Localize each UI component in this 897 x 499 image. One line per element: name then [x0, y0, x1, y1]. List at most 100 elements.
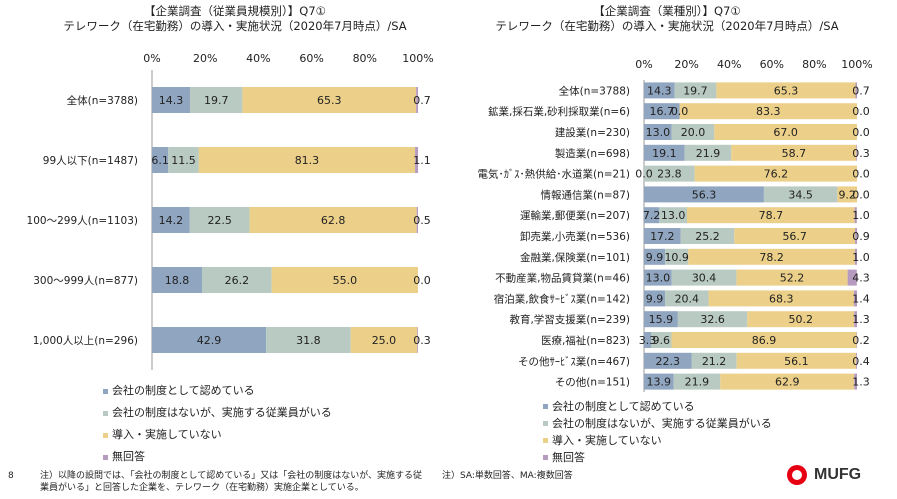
left-data-label: 0.3 — [413, 334, 431, 347]
right-bar-segment — [855, 82, 857, 99]
right-category-label: 不動産業,物品賃貸業(n=46) — [495, 272, 630, 285]
right-bar-segment — [671, 269, 737, 286]
right-data-label: 56.1 — [784, 355, 809, 368]
left-category-label: 100～299人(n=1103) — [27, 215, 138, 227]
right-data-label: 13.0 — [661, 209, 686, 222]
right-bar-segment — [665, 248, 689, 265]
right-bar-segment — [694, 165, 857, 182]
right-x-tick-label: 0% — [635, 58, 652, 71]
right-data-label: 58.7 — [782, 147, 807, 160]
legend-item: 無回答 — [103, 446, 332, 468]
legend-item: 会社の制度はないが、実施する従業員がいる — [543, 415, 772, 432]
right-bar-segment — [854, 248, 857, 265]
left-data-label: 11.5 — [171, 154, 196, 167]
right-bar-segment — [644, 144, 685, 161]
right-data-label: 76.2 — [764, 168, 789, 181]
legend-label: 無回答 — [112, 450, 145, 463]
right-bar-segment — [856, 144, 857, 161]
left-x-tick-label: 20% — [193, 52, 217, 65]
right-data-label: 20.4 — [675, 292, 700, 305]
legend-swatch-4 — [103, 454, 108, 460]
right-data-label: 86.9 — [752, 334, 777, 347]
right-bar-segment — [644, 290, 666, 307]
left-x-tick-label: 100% — [402, 52, 433, 65]
right-bar-segment — [731, 144, 857, 161]
right-data-label: 1.0 — [852, 251, 870, 264]
right-x-tick-label: 60% — [760, 58, 784, 71]
right-data-label: 0.0 — [852, 105, 870, 118]
right-data-label: 0.0 — [852, 126, 870, 139]
right-bar-segment — [674, 82, 717, 99]
right-data-label: 0.0 — [852, 168, 870, 181]
right-category-label: 金融業,保険業(n=101) — [520, 251, 630, 264]
right-data-label: 13.0 — [646, 272, 671, 285]
right-bar-segment — [854, 311, 857, 328]
right-category-label: 運輸業,郵便業(n=207) — [520, 209, 630, 222]
right-bar-segment — [720, 373, 855, 390]
right-category-label: 鉱業,採石業,砂利採取業(n=6) — [488, 105, 630, 118]
legend-label: 会社の制度はないが、実施する従業員がいる — [112, 406, 332, 419]
legend-item: 導入・実施していない — [543, 432, 772, 449]
right-bar-segment — [708, 290, 855, 307]
right-data-label: 50.2 — [789, 313, 814, 326]
right-bar-segment — [644, 352, 692, 369]
left-bar-segment — [198, 147, 416, 173]
right-bar-segment — [854, 373, 857, 390]
right-category-label: 製造業(n=698) — [555, 147, 630, 160]
legend-swatch-4 — [543, 455, 548, 460]
right-category-label: 卸売業,小売業(n=536) — [520, 230, 630, 243]
right-data-label: 21.9 — [685, 376, 710, 389]
left-chart-title-line1: 【企業調査（従業員規模別）】Q7① — [144, 4, 326, 18]
right-data-label: 21.9 — [696, 147, 721, 160]
right-data-label: 16.7 — [650, 105, 675, 118]
left-bar-segment — [152, 327, 267, 353]
left-bar-segment — [152, 87, 191, 113]
right-bar-segment — [736, 269, 848, 286]
right-data-label: 23.8 — [657, 168, 682, 181]
right-bar-segment — [671, 124, 715, 140]
right-data-label: 67.0 — [773, 126, 798, 139]
right-bar-segment — [677, 311, 748, 328]
right-bar-segment — [644, 248, 666, 265]
right-data-label: 62.9 — [775, 376, 800, 389]
right-chart-title-line2: テレワーク（在宅勤務）の導入・実施状況（2020年7月時点）/SA — [495, 19, 839, 33]
right-bar-segment — [691, 352, 737, 369]
legend-label: 会社の制度として認めている — [552, 400, 695, 413]
left-bar-segment — [242, 87, 417, 113]
right-data-label: 1.3 — [852, 313, 870, 326]
left-bar-segment — [152, 207, 190, 233]
right-bar-segment — [687, 207, 855, 224]
right-bar-segment — [855, 228, 857, 244]
legend-swatch-1 — [543, 404, 548, 409]
left-bar-segment — [189, 207, 250, 233]
left-bar-segment — [417, 327, 418, 353]
right-bar-segment — [736, 352, 857, 369]
legend-swatch-3 — [103, 432, 108, 438]
right-bar-segment — [688, 248, 855, 265]
right-data-label: 9.2 — [838, 188, 856, 201]
right-category-label: 教育,学習支援業(n=239) — [509, 313, 630, 326]
right-bar-segment — [665, 290, 709, 307]
left-chart-title-line2: テレワーク（在宅勤務）の導入・実施状況（2020年7月時点）/SA — [63, 19, 407, 33]
right-category-label: 情報通信業(n=87) — [540, 188, 630, 201]
right-bar-segment — [837, 186, 857, 203]
left-data-label: 19.7 — [204, 94, 229, 107]
right-bar-segment — [673, 373, 721, 390]
right-data-label: 52.2 — [780, 272, 805, 285]
right-bar-segment — [854, 207, 857, 224]
left-x-tick-label: 40% — [246, 52, 270, 65]
right-data-label: 65.3 — [774, 84, 799, 97]
legend-label: 無回答 — [552, 451, 585, 464]
left-data-label: 26.2 — [225, 274, 250, 287]
right-data-label: 15.9 — [649, 313, 674, 326]
left-data-label: 81.3 — [295, 154, 320, 167]
left-bar-segment — [350, 327, 418, 353]
right-x-tick-label: 80% — [802, 58, 826, 71]
right-category-label: その他(n=151) — [555, 376, 630, 389]
right-bar-segment — [747, 311, 855, 328]
right-data-label: 0.7 — [852, 84, 870, 97]
right-bar-segment — [644, 186, 764, 203]
right-category-label: 電気･ｶﾞｽ･熱供給･水道業(n=21) — [477, 168, 630, 181]
left-data-label: 0.7 — [413, 94, 431, 107]
